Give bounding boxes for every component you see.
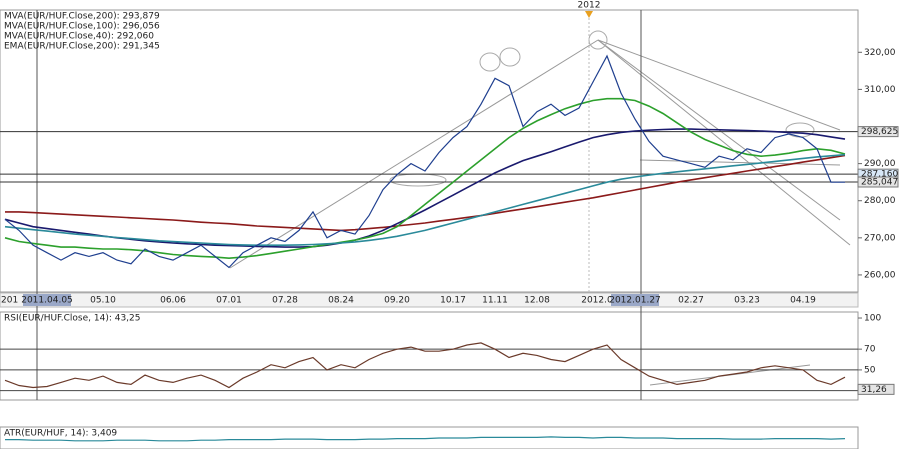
x-tick-label: 05.10 xyxy=(90,296,116,306)
ma-line xyxy=(4,153,846,246)
trend-line xyxy=(597,39,841,131)
value-flag-label: 31,26 xyxy=(861,385,887,395)
x-tick-label: 09.20 xyxy=(384,296,410,306)
trend-line xyxy=(597,39,851,246)
x-tick-label: 2011.04.05 xyxy=(21,296,73,306)
legend-entry: EMA(EUR/HUF.Close,200): 291,345 xyxy=(4,42,160,52)
main-panel xyxy=(0,9,859,293)
x-tick-label: 11.11 xyxy=(482,296,508,306)
price-line xyxy=(5,436,846,442)
price-flag-label: 287,160 xyxy=(861,170,898,180)
rsi-title: RSI(EUR/HUF.Close, 14): 43,25 xyxy=(4,314,141,324)
date-highlight xyxy=(611,294,659,306)
legend-entry: MVA(EUR/HUF.Close,200): 293,879 xyxy=(4,12,160,22)
x-tick-label: 2012.01.27 xyxy=(609,296,661,306)
atr-title: ATR(EUR/HUF, 14): 3,409 xyxy=(4,429,117,439)
y-tick-label: 100 xyxy=(864,314,881,324)
x-tick-label: 02.27 xyxy=(678,296,704,306)
x-tick-label: 12.08 xyxy=(524,296,550,306)
trend-line xyxy=(639,159,841,166)
price-line xyxy=(4,54,845,269)
trend-line xyxy=(229,39,599,269)
y-tick-label: 320,00 xyxy=(864,48,896,58)
x-tick-label: 2012.01.04 xyxy=(581,296,633,306)
x-tick-label: 201 xyxy=(1,296,18,306)
y-tick-label: 260,00 xyxy=(864,270,896,280)
ma-line xyxy=(4,97,846,260)
price-flag-label: 285,047 xyxy=(861,177,898,187)
year-label: 2012 xyxy=(578,1,601,11)
x-tick-label: 06.06 xyxy=(160,296,186,306)
ma-line xyxy=(5,154,846,232)
x-tick-label: 07.01 xyxy=(216,296,242,306)
x-tick-label: 03.23 xyxy=(734,296,760,306)
ellipse xyxy=(479,52,501,72)
pattern-marks xyxy=(389,30,815,187)
value-flag xyxy=(857,383,895,395)
legend-entry: MVA(EUR/HUF.Close,40): 292,060 xyxy=(4,32,154,42)
y-tick-label: 70 xyxy=(864,345,876,355)
price-flag-label: 298,625 xyxy=(861,127,898,137)
year-marker xyxy=(585,11,593,18)
date-highlight xyxy=(23,294,71,306)
ma-line xyxy=(4,128,846,248)
y-tick-label: 280,00 xyxy=(864,196,896,206)
legend-entry: MVA(EUR/HUF.Close,100): 296,056 xyxy=(4,22,160,32)
x-tick-label: 07.28 xyxy=(272,296,298,306)
price-flag xyxy=(857,176,899,188)
x-tick-label: 10.17 xyxy=(440,296,466,306)
date-strip xyxy=(0,292,859,308)
price-line xyxy=(4,342,846,389)
x-tick-label: 08.24 xyxy=(328,296,354,306)
y-tick-label: 290,00 xyxy=(864,159,896,169)
y-tick-label: 310,00 xyxy=(864,85,896,95)
ellipse xyxy=(499,47,521,67)
y-tick-label: 270,00 xyxy=(864,233,896,243)
price-flag xyxy=(857,126,899,138)
x-tick-label: 04.19 xyxy=(790,296,816,306)
rsi-panel xyxy=(0,311,859,401)
y-tick-label: 50 xyxy=(864,365,876,375)
